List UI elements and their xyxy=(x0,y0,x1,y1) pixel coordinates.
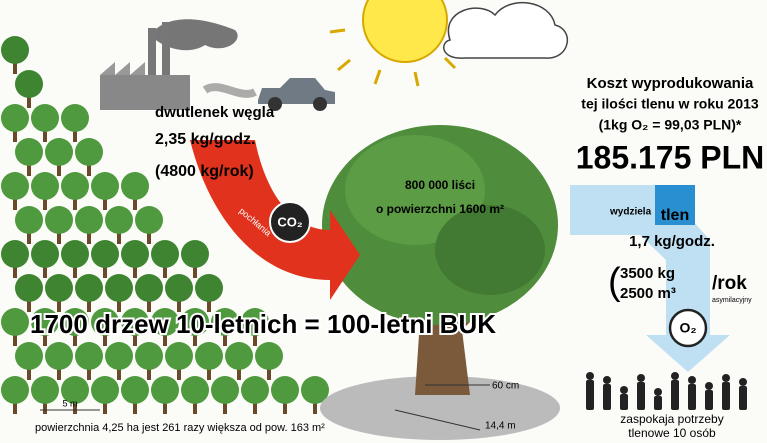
tree-crown xyxy=(165,274,193,302)
tree-crown xyxy=(1,172,29,200)
oxygen-per-year: /rok xyxy=(712,273,747,294)
tree-crown xyxy=(1,104,29,132)
infographic: dwutlenek węgla 2,35 kg/godz. (4800 kg/r… xyxy=(0,0,767,443)
tree-crown xyxy=(195,342,223,370)
person-body xyxy=(654,396,662,410)
tree-crown xyxy=(91,172,119,200)
tree-crown xyxy=(15,70,43,98)
leaves-area: o powierzchni 1600 m² xyxy=(376,202,504,216)
tree-crown xyxy=(91,240,119,268)
person-head xyxy=(654,388,662,396)
person-body xyxy=(637,382,645,410)
tree-crown xyxy=(15,206,43,234)
people-line: zaspokaja potrzeby xyxy=(620,412,723,426)
tree-crown xyxy=(45,342,73,370)
tree-crown xyxy=(1,308,29,336)
tree-crown xyxy=(151,240,179,268)
tree-crown xyxy=(75,138,103,166)
tree-crown xyxy=(135,342,163,370)
tree-crown xyxy=(105,342,133,370)
tree-crown xyxy=(45,138,73,166)
emission-rate: 2,35 kg/godz. xyxy=(155,131,255,148)
oxygen-volume: 2500 m³ xyxy=(620,285,676,302)
tree-crown xyxy=(105,274,133,302)
spacing: 5 m xyxy=(62,398,77,408)
tree-crown xyxy=(121,376,149,404)
tree-crown xyxy=(135,206,163,234)
tree-crown xyxy=(45,206,73,234)
person-head xyxy=(705,382,713,390)
person-body xyxy=(586,380,594,410)
trunk-width: 60 cm xyxy=(492,381,519,392)
tree-crown xyxy=(181,240,209,268)
person-head xyxy=(620,386,628,394)
person-head xyxy=(637,374,645,382)
tree-crown xyxy=(91,376,119,404)
tree-crown xyxy=(45,274,73,302)
tree-crown xyxy=(1,36,29,64)
co2-text: CO₂ xyxy=(277,214,303,229)
big-tree xyxy=(320,125,560,440)
person-head xyxy=(739,378,747,386)
tree-crown xyxy=(31,240,59,268)
emission-yearly: (4800 kg/rok) xyxy=(155,163,254,180)
oxygen-label: tlen xyxy=(661,207,689,224)
tree-crown xyxy=(61,240,89,268)
tree-crown xyxy=(61,104,89,132)
oxygen-mass: 3500 kg xyxy=(620,265,675,282)
tree-crown xyxy=(15,138,43,166)
tree-crown xyxy=(75,206,103,234)
person-head xyxy=(603,376,611,384)
tree-crown xyxy=(151,376,179,404)
person-body xyxy=(671,380,679,410)
person-head xyxy=(586,372,594,380)
leaves-count: 800 000 liści xyxy=(405,178,475,192)
tree-crown xyxy=(135,274,163,302)
person-body xyxy=(688,384,696,410)
tree-crown xyxy=(1,240,29,268)
o2-text: O₂ xyxy=(679,320,696,336)
tree-crown xyxy=(165,342,193,370)
tree-crown xyxy=(211,376,239,404)
crown-width: 14,4 m xyxy=(485,421,516,432)
person-body xyxy=(739,386,747,410)
oxygen-note: asymilacyjny xyxy=(712,297,752,304)
area-note: powierzchnia 4,25 ha jest 261 razy więks… xyxy=(35,422,325,434)
tree-crown xyxy=(61,172,89,200)
tree-crown xyxy=(195,274,223,302)
oxygen-verb: wydziela xyxy=(609,207,652,218)
cost-total: 185.175 PLN xyxy=(576,139,765,175)
tree-crown xyxy=(181,376,209,404)
tree-crown xyxy=(271,376,299,404)
person-body xyxy=(603,384,611,410)
people-line: tlenowe 10 osób xyxy=(628,426,716,440)
tree-crown xyxy=(31,376,59,404)
person-body xyxy=(705,390,713,410)
tree-crown xyxy=(225,342,253,370)
tree-crown xyxy=(15,342,43,370)
tree-crown xyxy=(121,172,149,200)
person-body xyxy=(722,382,730,410)
cost-line: tej ilości tlenu w roku 2013 xyxy=(581,96,759,112)
oxygen-rate: 1,7 kg/godz. xyxy=(629,233,715,250)
tree-crown xyxy=(105,206,133,234)
person-head xyxy=(671,372,679,380)
cost-line: Koszt wyprodukowania xyxy=(587,75,754,92)
person-head xyxy=(688,376,696,384)
emission-label: dwutlenek węgla xyxy=(155,104,275,121)
tree-crown xyxy=(255,342,283,370)
cost-line: (1kg O₂ = 99,03 PLN)* xyxy=(599,117,742,133)
headline: 1700 drzew 10-letnich = 100-letni BUK xyxy=(30,309,496,339)
tree-crown xyxy=(241,376,269,404)
tree-crown xyxy=(15,274,43,302)
tree-crown xyxy=(75,274,103,302)
tree-crown xyxy=(31,104,59,132)
tree-crown xyxy=(31,172,59,200)
person-head xyxy=(722,374,730,382)
tree-crown xyxy=(1,376,29,404)
tree-crown xyxy=(75,342,103,370)
person-body xyxy=(620,394,628,410)
tree-crown xyxy=(121,240,149,268)
